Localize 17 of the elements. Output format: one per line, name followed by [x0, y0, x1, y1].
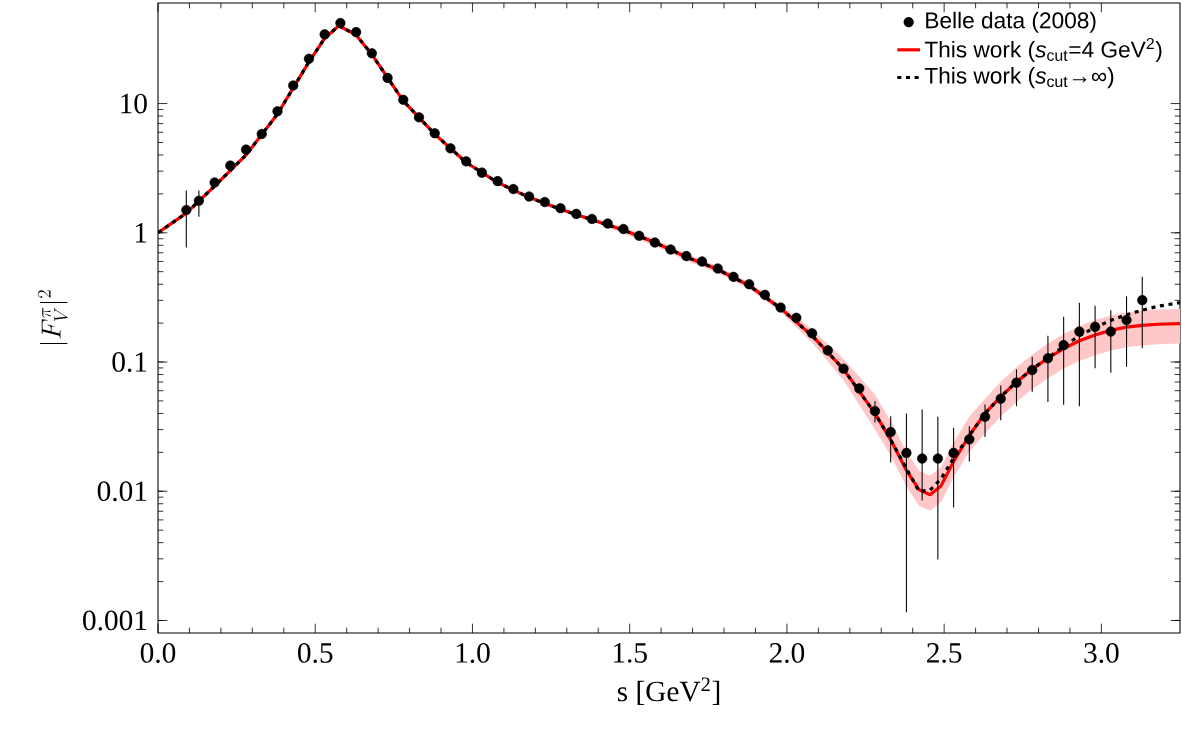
y-axis-title: $|F_V^\pi|^2$ — [37, 290, 68, 345]
x-tick-label: 1.5 — [613, 643, 647, 663]
x-tick-label: 3.0 — [1084, 643, 1119, 663]
y-tick-label: 1 — [135, 223, 147, 243]
y-tick-label: 0.1 — [112, 352, 147, 372]
x-tick-label: 0.5 — [298, 643, 333, 663]
legend-label: Belle data (2008) — [926, 11, 1096, 33]
y-tick-label: 0.001 — [83, 610, 147, 631]
legend-label: This work (s$_{cut}$→∞) — [924, 67, 1114, 89]
x-tick-label: 2.0 — [769, 643, 805, 663]
y-tick-label: 10 — [121, 93, 147, 114]
x-axis-title: s [GeV$^{2}$] — [617, 677, 720, 706]
legend-label: This work (s$_{cut}$=4 GeV$^{2}$) — [924, 37, 1162, 63]
y-tick-label: 0.01 — [97, 481, 147, 502]
x-tick-label: 2.5 — [927, 643, 962, 663]
x-tick-label: 1.0 — [456, 643, 490, 663]
x-tick-label: 0.0 — [140, 643, 176, 663]
